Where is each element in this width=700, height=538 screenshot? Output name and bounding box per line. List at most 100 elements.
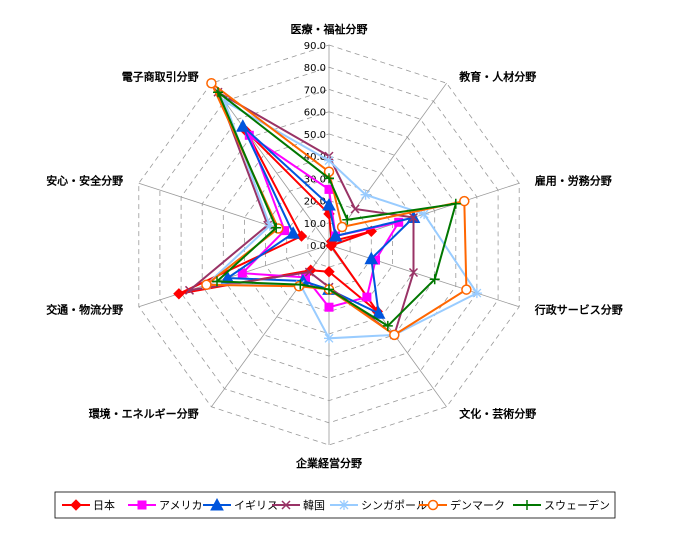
legend-marker: [137, 500, 147, 510]
axis-label: 電子商取引分野: [122, 70, 199, 84]
axis-label: 安心・安全分野: [46, 174, 123, 188]
data-point: [371, 306, 386, 319]
tick-label: 20.0: [304, 197, 326, 208]
axis-spoke-1: [328, 82, 447, 246]
data-point: [324, 173, 334, 184]
radial-tick-labels: 0.010.020.030.040.050.060.070.080.090.0: [304, 41, 326, 252]
data-point: [325, 239, 337, 252]
data-point: [408, 267, 419, 278]
legend-marker: [70, 499, 82, 511]
legend-marker: [339, 500, 349, 510]
tick-label: 10.0: [304, 219, 326, 230]
data-point: [271, 222, 282, 233]
data-point: [429, 274, 440, 285]
data-point: [293, 281, 305, 292]
data-point: [342, 214, 353, 225]
data-point: [219, 96, 230, 107]
data-point: [322, 197, 336, 211]
tick-label: 40.0: [304, 152, 326, 163]
legend-label: アメリカ: [159, 499, 202, 512]
data-point: [206, 77, 217, 89]
data-point: [364, 251, 379, 265]
series-3: [184, 87, 419, 340]
legend-label: スウェーデン: [544, 498, 610, 512]
legend-marker: [427, 499, 439, 511]
data-point: [350, 204, 360, 214]
grid-ring-3: [265, 177, 393, 313]
data-point: [213, 87, 223, 98]
legend-item: 韓国: [272, 499, 325, 512]
axis-label: 文化・芸術分野: [459, 406, 536, 420]
data-point: [461, 284, 472, 295]
data-point: [264, 220, 275, 231]
legend-item: シンガポール: [330, 499, 427, 512]
data-point: [408, 212, 419, 223]
axis-label: 雇用・労務分野: [535, 174, 612, 188]
tick-label: 50.0: [304, 130, 326, 141]
legend-marker: [522, 500, 532, 510]
tick-label: 60.0: [304, 108, 326, 119]
series-line: [203, 82, 468, 337]
data-point: [382, 320, 393, 331]
tick-label: 70.0: [304, 85, 326, 96]
axis-spoke-7: [138, 244, 330, 308]
legend-item: スウェーデン: [513, 498, 610, 512]
data-point: [212, 276, 222, 287]
data-point: [237, 268, 247, 278]
series-line: [214, 89, 458, 328]
data-point: [184, 285, 195, 295]
axis-label: 行政サービス分野: [534, 302, 623, 316]
data-point: [235, 119, 250, 132]
series-6: [212, 87, 461, 331]
legend-label: 韓国: [303, 499, 325, 512]
data-point: [324, 333, 334, 344]
data-point: [328, 228, 343, 242]
axis-spoke-3: [328, 244, 520, 308]
axis-label: 環境・エネルギー分野: [89, 406, 199, 420]
legend: 日本 アメリカ イギリス 韓国 シンガポール デンマーク スウェーデン: [54, 491, 616, 519]
legend-marker: [210, 497, 224, 511]
series-5: [201, 77, 472, 341]
legend-marker: [281, 500, 291, 510]
data-point: [419, 209, 430, 220]
legend-item: イギリス: [203, 497, 278, 512]
data-point: [362, 292, 372, 302]
tick-label: 0.0: [310, 241, 326, 252]
data-point: [220, 270, 235, 284]
legend-label: シンガポール: [361, 499, 427, 512]
grid-ring-6: [201, 111, 457, 379]
data-point: [201, 279, 212, 291]
data-point: [459, 195, 470, 207]
legend-item: デンマーク: [419, 498, 505, 512]
data-point: [389, 329, 400, 341]
series-lines: [173, 77, 482, 344]
axis-label: 医療・福祉分野: [291, 22, 368, 36]
axis-label: 教育・人材分野: [458, 70, 536, 84]
tick-label: 90.0: [304, 41, 326, 52]
data-point: [336, 221, 348, 233]
axis-label: 企業経営分野: [295, 456, 362, 470]
axis-spoke-9: [211, 82, 330, 246]
legend-label: 日本: [93, 498, 115, 512]
legend-item: アメリカ: [128, 499, 202, 512]
series-line: [186, 89, 415, 337]
data-point: [450, 198, 461, 209]
axis-label: 交通・物流分野: [46, 302, 123, 316]
grid-ring-9: [138, 44, 520, 446]
data-point: [304, 267, 314, 277]
legend-item: 日本: [62, 498, 115, 512]
data-point: [295, 279, 306, 290]
data-point: [173, 288, 185, 300]
legend-label: デンマーク: [450, 498, 505, 512]
data-point: [324, 155, 334, 166]
data-point: [360, 189, 371, 200]
data-point: [323, 265, 335, 278]
data-point: [324, 302, 334, 312]
axis-labels: 医療・福祉分野教育・人材分野雇用・労務分野行政サービス分野文化・芸術分野企業経営…: [46, 22, 623, 470]
tick-label: 80.0: [304, 63, 326, 74]
data-point: [324, 284, 334, 295]
data-point: [471, 288, 482, 299]
data-point: [286, 226, 300, 239]
legend-label: イギリス: [234, 499, 278, 512]
